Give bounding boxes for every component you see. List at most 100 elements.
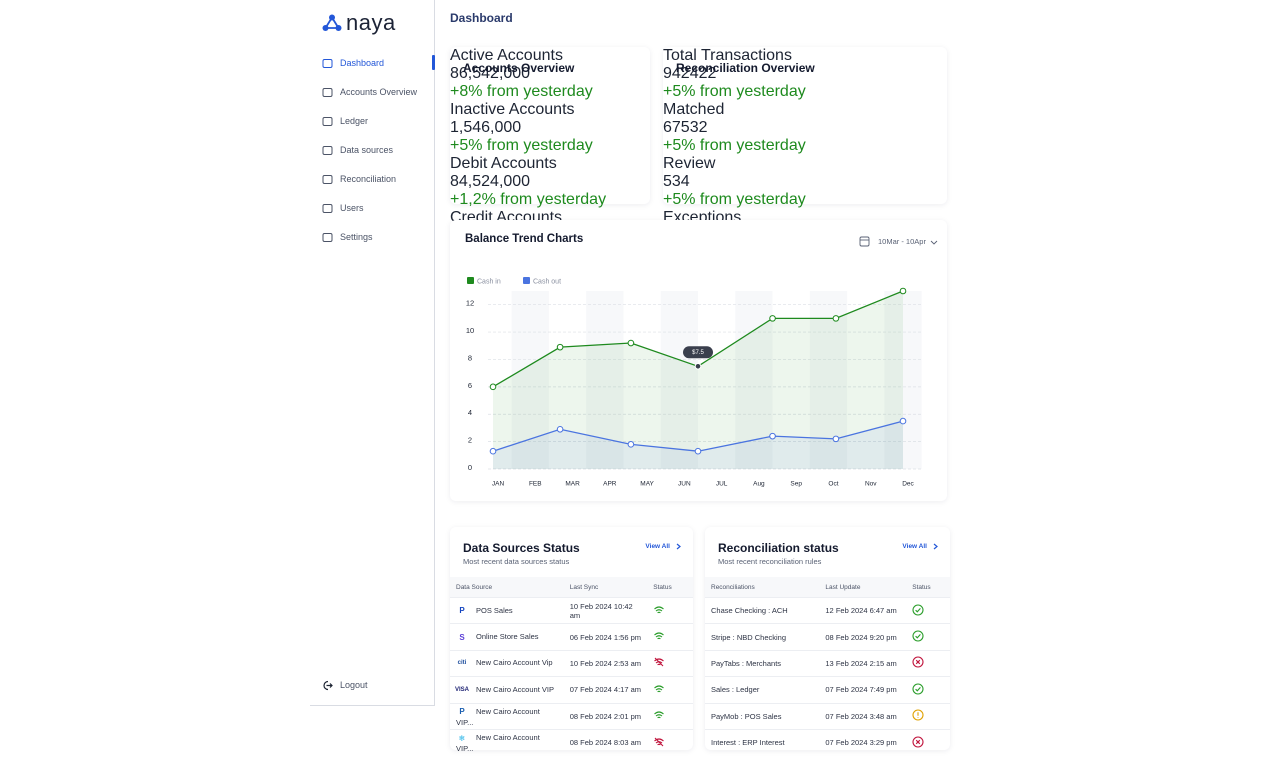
icon-shape	[322, 58, 333, 68]
view-all-label: View All	[902, 543, 927, 550]
logo: naya	[322, 10, 396, 36]
cell-text: 10 Feb 2024 2:53 am	[569, 658, 642, 668]
wifi-arc	[654, 606, 665, 610]
card-title: Data Sources Status	[463, 541, 580, 555]
source-logo: VISA	[455, 686, 470, 693]
reconciliation-overview-card: Reconciliation Overview Total Transactio…	[663, 47, 947, 316]
view-all[interactable]: View All	[645, 543, 681, 550]
stat-value: 534	[663, 173, 690, 190]
wifi-slash	[654, 658, 664, 667]
source-logo: citi	[457, 660, 467, 667]
legend-swatch	[523, 277, 530, 284]
cell-text: New Cairo Account VIP	[476, 684, 554, 694]
row: Sales : Ledger 07 Feb 2024 7:49 pm	[705, 676, 950, 704]
point	[769, 315, 776, 322]
status-cell	[906, 649, 950, 677]
row: VISA New Cairo Account VIP 07 Feb 2024 4:1…	[450, 676, 693, 704]
status-icon	[654, 737, 665, 747]
y-tick-label: 6	[468, 381, 472, 390]
status-cell	[906, 596, 950, 624]
status-circle	[912, 709, 924, 721]
point	[489, 383, 497, 391]
area	[493, 421, 903, 469]
cell-text: Interest : ERP Interest	[711, 738, 785, 748]
nav-icon	[322, 203, 333, 213]
view-all[interactable]: View All	[902, 543, 938, 550]
data-sources-card: Data Sources Status Most recent data sou…	[450, 527, 693, 756]
stat-change: +1,2% from yesterday	[450, 191, 607, 208]
point	[694, 363, 702, 370]
status-circle	[912, 683, 924, 695]
status-icon	[654, 658, 665, 667]
nav-item[interactable]: Accounts Overview	[322, 84, 417, 100]
status-cell	[647, 676, 693, 704]
logo-icon	[322, 14, 342, 31]
column-header: Reconciliations	[705, 577, 820, 598]
page-title: Dashboard	[450, 11, 513, 25]
column-header: Last Update	[819, 577, 907, 598]
nav-item[interactable]: Dashboard	[322, 55, 384, 71]
status-cell	[647, 623, 693, 651]
status-cell	[906, 728, 950, 756]
stat: Debit Accounts 84,524,000 +1,2% from yeste…	[450, 155, 650, 209]
nav-item[interactable]: Reconciliation	[322, 171, 396, 187]
cell-text: PayTabs : Merchants	[711, 658, 782, 668]
x-tick-label: JAN	[492, 481, 505, 488]
cell: PayTabs : Merchants	[705, 649, 820, 677]
nav-item[interactable]: Ledger	[322, 113, 368, 129]
chart-title: Balance Trend Charts	[465, 233, 583, 245]
cell-text: POS Sales	[476, 605, 513, 615]
sidebar: naya Dashboard Accounts Overview Ledger Dat…	[310, 0, 435, 706]
stat-change: +5% from yesterday	[663, 83, 806, 100]
nav-icon	[322, 145, 333, 155]
stat-label: Total Transactions	[663, 47, 792, 64]
nav-icon	[322, 116, 333, 126]
icon-shape	[322, 87, 333, 97]
status-cell	[906, 623, 950, 651]
cell-text: New Cairo Account VIP...	[456, 733, 540, 754]
header-row: Data Source Last Sync Status	[450, 577, 693, 598]
cell: 13 Feb 2024 2:15 am	[819, 649, 907, 677]
status-icon	[912, 630, 924, 642]
status-cell	[647, 702, 693, 730]
stat-label: Review	[663, 155, 716, 172]
cell-text: 08 Feb 2024 8:03 am	[569, 738, 642, 748]
icon-shape	[322, 203, 333, 213]
logout[interactable]: Logout	[322, 677, 368, 693]
x-tick-label: Dec	[902, 481, 914, 488]
status-cell	[906, 702, 950, 730]
status-circle	[912, 656, 924, 669]
status-icon	[912, 709, 924, 721]
nav-item[interactable]: Data sources	[322, 142, 393, 158]
wifi-slash	[654, 737, 664, 747]
legend-swatch	[467, 277, 474, 284]
wifi-arc	[655, 608, 663, 612]
reconciliation-status-card: Reconciliation status Most recent reconc…	[705, 527, 950, 756]
stat-change: +5% from yesterday	[663, 191, 806, 208]
nav-item[interactable]: Users	[322, 200, 364, 216]
stat: Review 534 +5% from yesterday	[663, 155, 947, 209]
cell-text: Sales : Ledger	[711, 685, 760, 695]
wifi-arc	[654, 711, 665, 715]
cell: Sales : Ledger	[705, 676, 820, 704]
row: P POS Sales 10 Feb 2024 10:42 am	[450, 596, 693, 624]
cell: VISA New Cairo Account VIP	[450, 676, 564, 704]
stat-label: Inactive Accounts	[450, 101, 575, 118]
stat-value: 86,542,000	[450, 65, 531, 82]
status-icon	[654, 632, 665, 640]
x-tick-label: Oct	[828, 481, 838, 488]
status-icon	[912, 683, 924, 695]
x-tick-label: FEB	[529, 481, 542, 488]
row: S Online Store Sales 06 Feb 2024 1:56 pm	[450, 623, 693, 651]
stat-change: +8% from yesterday	[450, 83, 593, 100]
nav-label: Reconciliation	[340, 174, 397, 184]
legend-label: Cash in	[477, 278, 501, 285]
cell-text: Online Store Sales	[476, 632, 539, 642]
cell: 08 Feb 2024 9:20 pm	[819, 623, 907, 651]
point	[769, 432, 776, 440]
cell-text: 08 Feb 2024 2:01 pm	[569, 711, 642, 721]
point	[627, 339, 635, 347]
nav-item[interactable]: Settings	[322, 229, 373, 245]
point	[694, 447, 702, 455]
date-picker[interactable]: 10Mar - 10Apr	[859, 236, 938, 247]
